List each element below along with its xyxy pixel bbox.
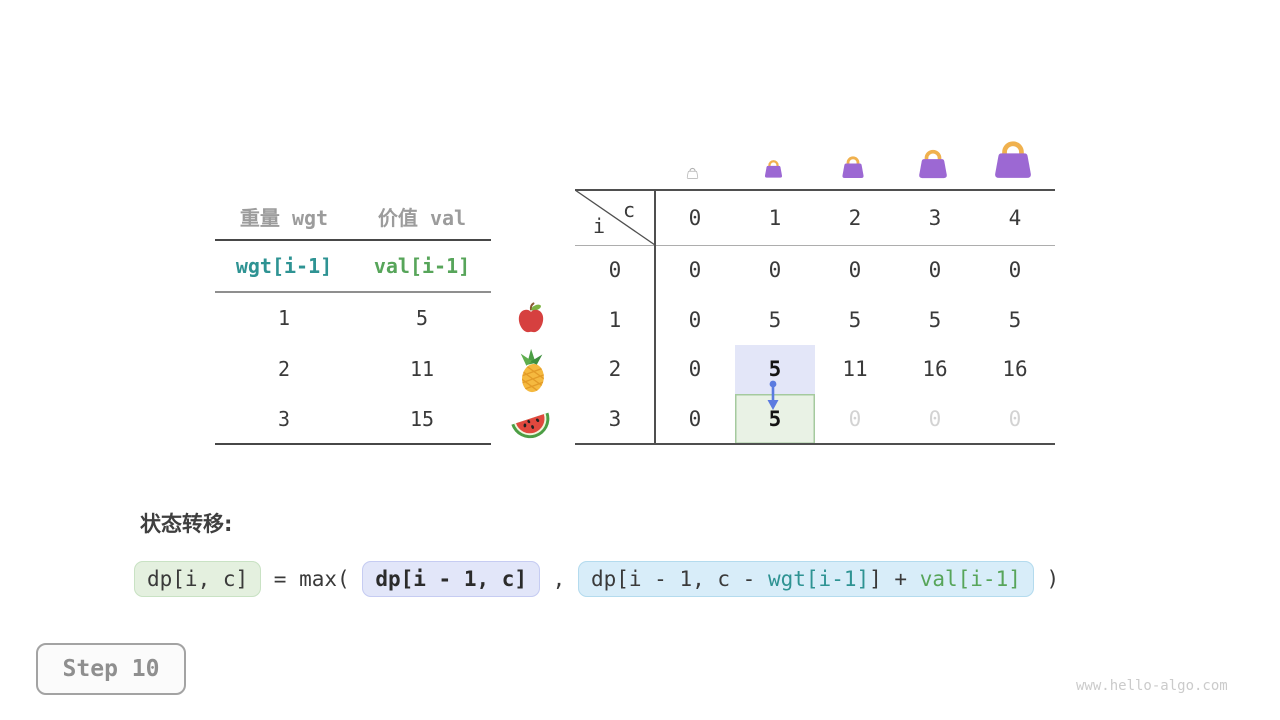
corner-diagonal-line xyxy=(575,190,655,245)
items-table-divider-top xyxy=(215,239,491,241)
dp-cell: 16 xyxy=(922,357,948,382)
dp-cell-pending: 0 xyxy=(1008,407,1022,432)
formula-comma: , xyxy=(540,567,578,591)
dp-cell-pending: 0 xyxy=(848,407,862,432)
dp-row-header: 1 xyxy=(608,307,622,332)
formula-take-term-box: dp[i - 1, c - wgt[i-1]] + val[i-1] xyxy=(577,561,1034,597)
dp-cell: 0 xyxy=(688,357,702,382)
formula-lhs-box: dp[i, c] xyxy=(134,561,262,597)
dp-table-bottom-line xyxy=(575,443,1055,445)
items-index-wgt: wgt[i-1] xyxy=(235,254,333,278)
items-index-val: val[i-1] xyxy=(373,254,471,278)
apple-icon xyxy=(516,302,546,334)
item-weight: 1 xyxy=(277,305,291,330)
dp-row-header: 3 xyxy=(608,407,622,432)
items-header-value: 价值 val xyxy=(377,205,467,230)
dp-cell: 0 xyxy=(768,257,782,282)
dp-col-header: 4 xyxy=(1008,205,1022,230)
dp-row-header: 0 xyxy=(608,257,622,282)
dp-cell: 5 xyxy=(928,307,942,332)
dp-col-axis-label: c xyxy=(622,198,635,222)
dp-cell: 0 xyxy=(1008,257,1022,282)
transition-arrow-icon xyxy=(767,380,779,410)
take-term-val: val[i-1] xyxy=(919,567,1021,591)
formula-close-paren: ) xyxy=(1033,567,1060,591)
dp-cell: 0 xyxy=(688,407,702,432)
dp-cell-pending: 0 xyxy=(928,407,942,432)
bag-small-icon xyxy=(763,159,784,178)
bag-medium-icon xyxy=(840,155,866,179)
dp-cell: 5 xyxy=(768,307,782,332)
dp-row-axis-label: i xyxy=(593,214,606,238)
dp-cell: 11 xyxy=(842,357,868,382)
item-value: 15 xyxy=(409,407,435,431)
state-transition-label: 状态转移: xyxy=(140,512,233,536)
take-term-mid: ] + xyxy=(869,567,920,591)
item-weight: 3 xyxy=(277,407,291,431)
watermelon-icon xyxy=(508,403,553,440)
take-term-prefix: dp[i - 1, c - xyxy=(590,567,768,591)
dp-table: c i 0 1 2 3 4 0 0 0 0 0 0 1 0 5 5 5 5 2 … xyxy=(575,190,1055,444)
dp-col-header: 3 xyxy=(928,205,942,230)
bag-large-icon xyxy=(916,148,950,179)
take-term-wgt: wgt[i-1] xyxy=(767,567,870,591)
pineapple-icon xyxy=(513,347,551,394)
item-value: 5 xyxy=(415,305,429,330)
items-table-divider-bottom xyxy=(215,443,491,445)
dp-cell: 0 xyxy=(928,257,942,282)
bag-empty-icon xyxy=(686,167,699,179)
items-header-weight: 重量 wgt xyxy=(239,205,329,230)
dp-header-underline xyxy=(575,245,1055,247)
dp-table-vertical-line xyxy=(654,189,656,444)
dp-col-header: 2 xyxy=(848,205,862,230)
step-badge: Step 10 xyxy=(36,643,186,695)
item-weight: 2 xyxy=(277,356,291,381)
dp-cell: 0 xyxy=(688,257,702,282)
dp-col-header: 1 xyxy=(768,205,782,230)
item-value: 11 xyxy=(409,356,435,381)
dp-cell: 16 xyxy=(1002,357,1028,382)
dp-corner-cell: c i xyxy=(575,190,655,245)
dp-cell: 0 xyxy=(688,307,702,332)
dp-col-header: 0 xyxy=(688,205,702,230)
dp-cell: 5 xyxy=(848,307,862,332)
formula-equals: = xyxy=(261,567,300,591)
formula-keep-term-box: dp[i - 1, c] xyxy=(362,561,541,597)
items-table: 重量 wgt 价值 val wgt[i-1] val[i-1] 1 5 2 11… xyxy=(215,192,491,444)
items-table-divider-mid xyxy=(215,291,491,293)
dp-cell: 5 xyxy=(1008,307,1022,332)
state-transition-formula: dp[i, c] = max( dp[i - 1, c] , dp[i - 1,… xyxy=(134,561,1059,597)
dp-cell: 0 xyxy=(848,257,862,282)
dp-table-top-line xyxy=(575,189,1055,191)
bag-xlarge-icon xyxy=(991,139,1035,180)
watermark: www.hello-algo.com xyxy=(1076,678,1228,694)
dp-row-header: 2 xyxy=(608,357,622,382)
formula-max-open: max( xyxy=(299,567,363,591)
